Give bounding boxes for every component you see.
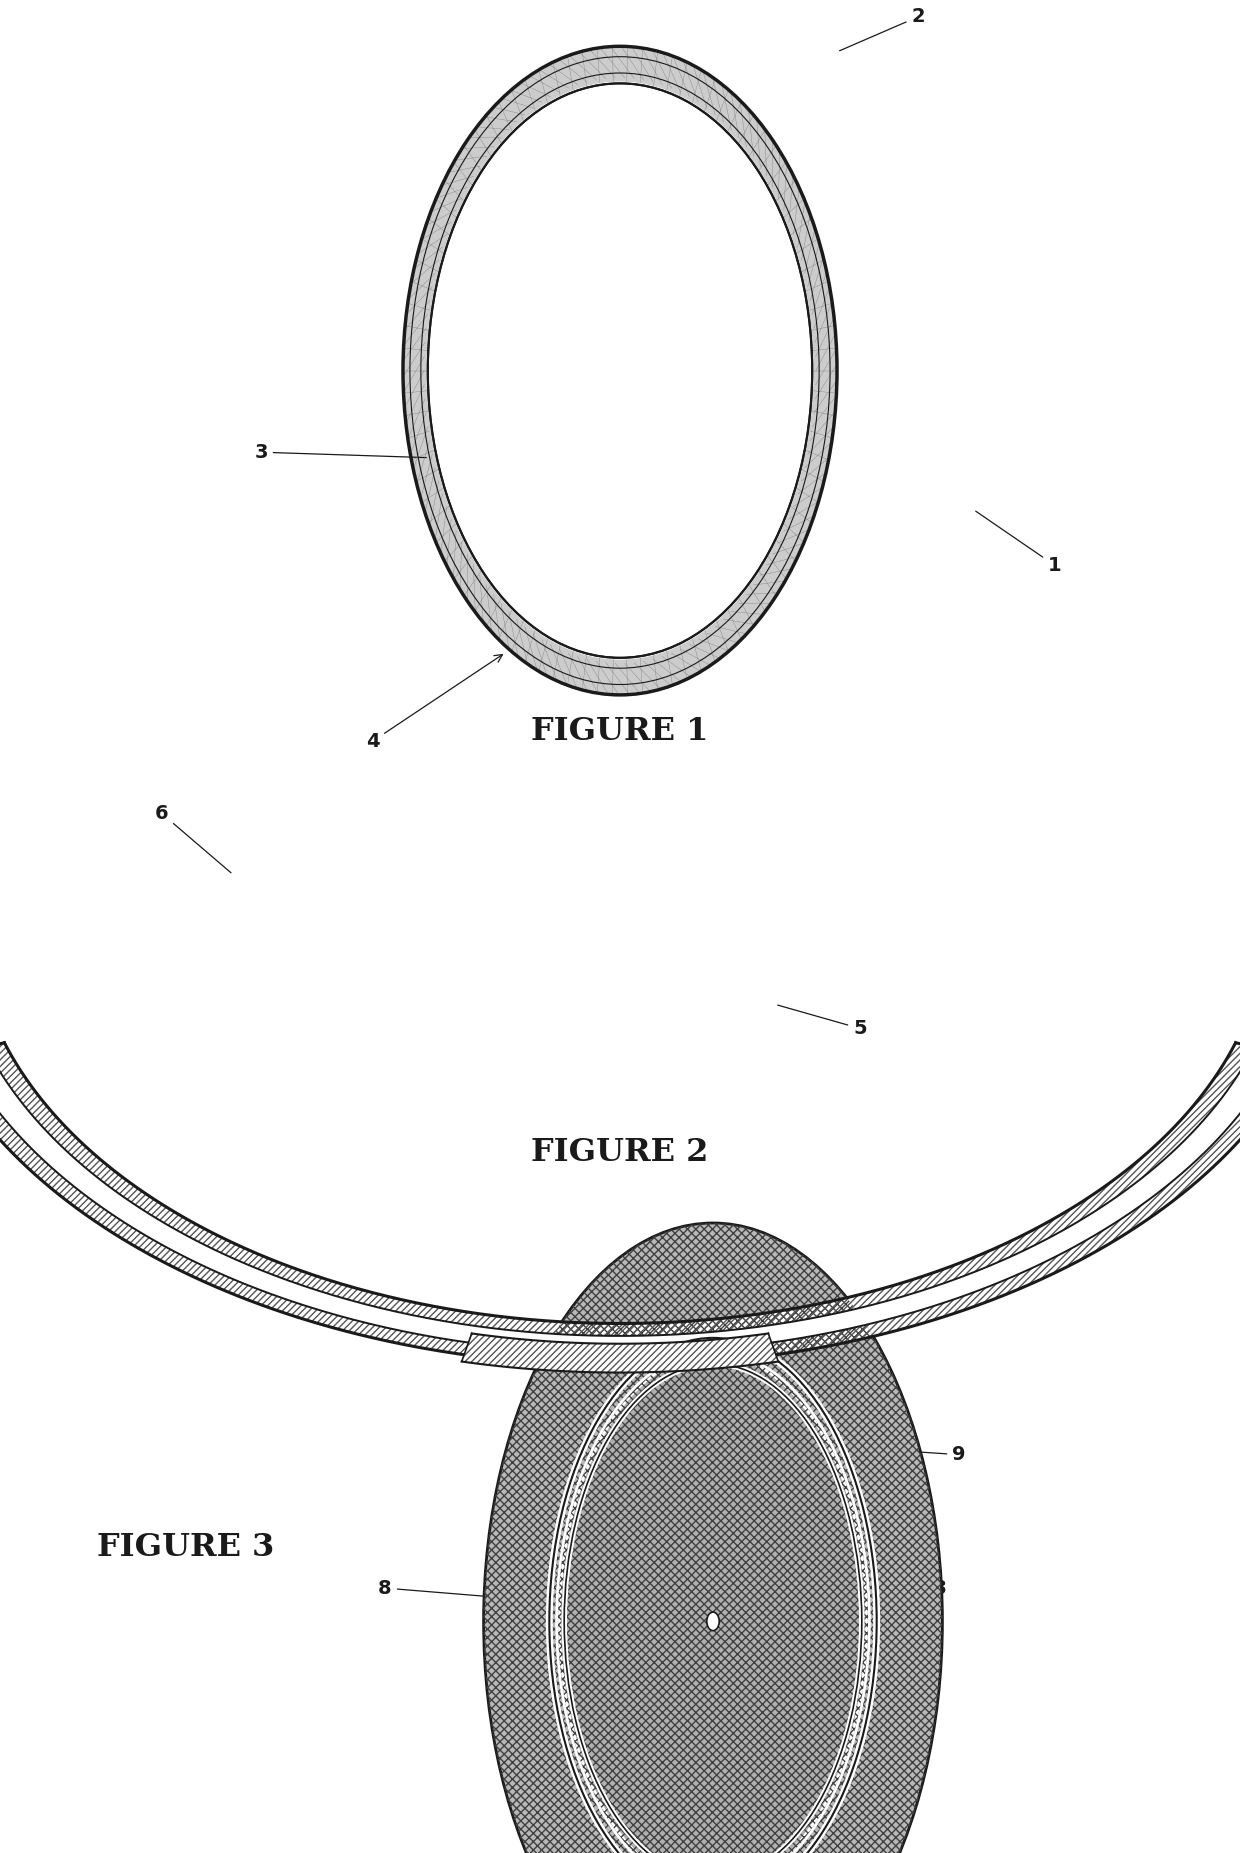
Text: 7: 7 [515, 1347, 603, 1419]
Polygon shape [0, 1053, 1240, 1366]
Text: 3: 3 [254, 443, 427, 461]
Text: 5: 5 [777, 1004, 867, 1038]
Text: 4: 4 [366, 654, 502, 750]
Text: 7: 7 [697, 1784, 711, 1823]
Ellipse shape [558, 1353, 868, 1853]
Circle shape [428, 83, 812, 658]
Text: FIGURE 2: FIGURE 2 [531, 1138, 709, 1167]
Text: 9: 9 [877, 1445, 966, 1464]
Text: 6: 6 [155, 804, 231, 873]
Text: FIGURE 3: FIGURE 3 [98, 1532, 274, 1562]
Polygon shape [0, 1047, 1240, 1353]
Polygon shape [0, 1043, 1240, 1336]
Text: 8: 8 [378, 1579, 563, 1603]
Ellipse shape [484, 1223, 942, 1853]
Text: 2: 2 [839, 7, 925, 50]
Text: FIGURE 1: FIGURE 1 [531, 717, 709, 747]
Text: 8: 8 [863, 1579, 946, 1603]
Circle shape [707, 1612, 719, 1631]
Text: 1: 1 [976, 511, 1061, 574]
Polygon shape [461, 1334, 779, 1373]
